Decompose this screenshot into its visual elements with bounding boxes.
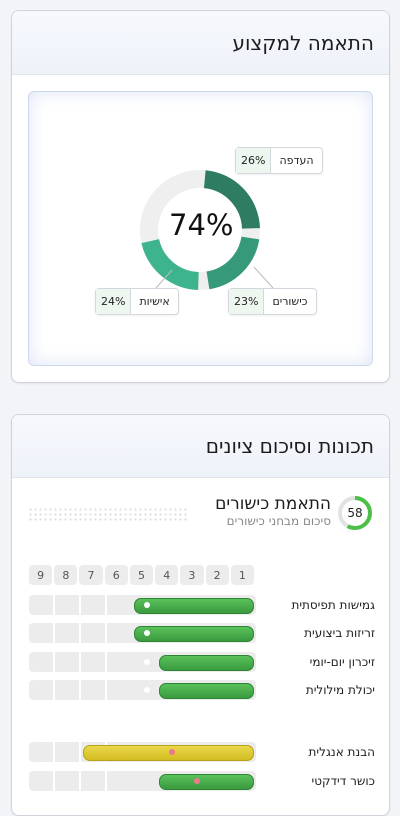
leader-line: [253, 266, 274, 289]
trait-marker: [143, 687, 150, 693]
summary-title: התאמת כישורים: [215, 494, 331, 514]
callout-value: 26%: [236, 148, 272, 173]
trait-bar: [133, 598, 254, 614]
scale-cell: 4: [155, 565, 179, 585]
trait-track: [29, 623, 256, 643]
trait-marker: [194, 778, 201, 784]
trait-track: [29, 595, 256, 615]
scale-cell: 7: [79, 565, 103, 585]
summary-heading: התאמת כישורים סיכום מבחני כישורים: [151, 494, 331, 528]
scale-cell: 3: [180, 565, 204, 585]
scale-cell: 6: [104, 565, 128, 585]
scale-cell: 1: [230, 565, 254, 585]
trait-bar: [159, 774, 254, 790]
trait-bar: [159, 655, 254, 671]
score-ring: [338, 496, 372, 530]
trait-label: הבנת אנגלית: [308, 745, 375, 759]
trait-label: כושר דידקטי: [311, 774, 375, 788]
scale-cell: 9: [29, 565, 53, 585]
traits-summary-title: תכונות וסיכום ציונים: [12, 415, 389, 478]
trait-bar: [159, 683, 254, 699]
trait-track: [29, 742, 256, 762]
callout-skills: כישורים 23%: [228, 288, 317, 315]
career-match-title: התאמה למקצוע: [12, 11, 389, 75]
trait-label: זריזות ביצועית: [304, 626, 375, 640]
leader-line: [155, 269, 173, 289]
scale-cell: 8: [54, 565, 78, 585]
trait-marker: [143, 630, 150, 636]
trait-marker: [143, 659, 150, 665]
scale-cell: 2: [205, 565, 229, 585]
trait-track: [29, 652, 256, 672]
dotted-divider: [28, 507, 188, 521]
callout-value: 23%: [229, 289, 265, 314]
callout-label: כישורים: [272, 295, 308, 308]
donut-center-value: 74%: [169, 208, 234, 242]
callout-personality: אישיות 24%: [95, 288, 179, 315]
donut-panel: 74% העדפה 26% כישורים 23% אישיות 24%: [28, 91, 373, 366]
trait-label: זיכרון יום-יומי: [309, 655, 375, 669]
career-match-card: התאמה למקצוע 74% העדפה 26% כישורים 23% א…: [11, 10, 390, 383]
trait-label: יכולת מילולית: [305, 683, 375, 697]
trait-track: [29, 771, 256, 791]
scale-cell: 5: [129, 565, 154, 585]
callout-preference: העדפה 26%: [235, 147, 323, 174]
donut-chart: [140, 151, 276, 290]
callout-label: העדפה: [279, 154, 314, 167]
trait-marker: [143, 602, 150, 608]
summary-subtitle: סיכום מבחני כישורים: [226, 514, 331, 528]
donut-segment: [141, 238, 200, 290]
traits-summary-card: תכונות וסיכום ציונים 58 התאמת כישורים סי…: [11, 414, 390, 816]
trait-bar: [83, 745, 254, 761]
trait-marker: [168, 749, 175, 755]
trait-bar: [133, 626, 254, 642]
callout-value: 24%: [96, 289, 132, 314]
trait-label: גמישות תפיסתית: [291, 598, 375, 612]
donut-segment: [203, 170, 260, 230]
score-value: 58: [347, 506, 363, 520]
trait-track: [29, 680, 256, 700]
donut-segment: [206, 236, 260, 290]
callout-label: אישיות: [139, 295, 170, 308]
